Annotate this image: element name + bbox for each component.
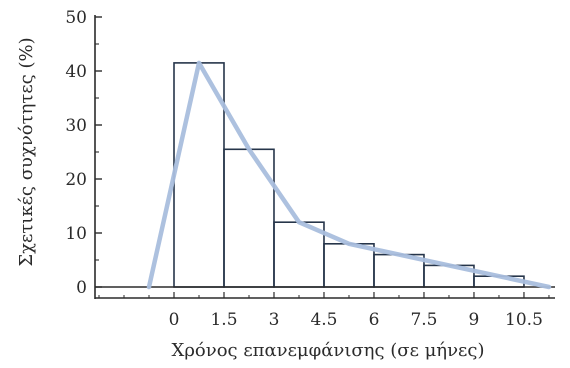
y-tick-label: 50 — [65, 8, 87, 28]
x-tick-label: 9 — [469, 310, 480, 330]
histogram-bar — [223, 148, 275, 288]
y-tick-label: 20 — [65, 170, 87, 190]
y-axis-ticks: 0 10 20 30 40 50 — [65, 8, 102, 298]
x-tick-label: 3 — [269, 310, 280, 330]
y-axis-title: Σχετικές συχνότητες (%) — [16, 37, 37, 266]
x-tick-label: 0 — [169, 310, 180, 330]
axes — [94, 15, 555, 299]
x-tick-label: 6 — [369, 310, 380, 330]
x-axis-ticks: 0 1.5 3 4.5 6 7.5 9 10.5 — [98, 292, 550, 330]
histogram-bars — [173, 62, 525, 288]
y-tick-label: 30 — [65, 116, 87, 136]
frequency-polygon-line — [146, 60, 552, 290]
y-tick-label: 10 — [65, 224, 87, 244]
x-tick-label: 1.5 — [210, 310, 237, 330]
x-axis-title: Χρόνος επανεμφάνισης (σε μήνες) — [172, 340, 485, 361]
x-tick-label: 10.5 — [505, 310, 543, 330]
histogram-bar — [323, 243, 375, 288]
y-tick-label: 40 — [65, 62, 87, 82]
x-tick-label: 7.5 — [410, 310, 437, 330]
frequency-polygon — [146, 60, 552, 290]
x-tick-label: 4.5 — [310, 310, 337, 330]
y-tick-label: 0 — [76, 278, 87, 298]
